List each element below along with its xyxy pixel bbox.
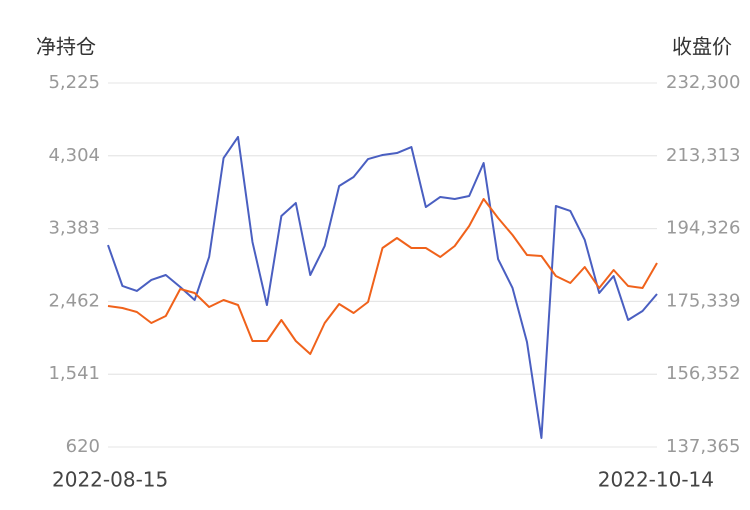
y-tick-label: 1,541	[48, 363, 100, 384]
y-axis-title: 净持仓	[36, 35, 96, 59]
y2-tick-label: 175,339	[666, 290, 740, 311]
x-tick-label: 2022-10-14	[598, 468, 714, 492]
y2-tick-label: 156,352	[666, 363, 740, 384]
y-tick-label: 2,462	[48, 290, 100, 311]
line-series	[107, 135, 658, 439]
y2-tick-label: 194,326	[666, 218, 740, 239]
line-series	[107, 198, 658, 356]
y2-tick-label: 137,365	[666, 436, 740, 457]
x-tick-label: 2022-08-15	[52, 468, 168, 492]
y2-axis-title: 收盘价	[672, 35, 732, 59]
y2-tick-label: 213,313	[666, 145, 740, 166]
y-tick-label: 3,383	[48, 218, 100, 239]
y-tick-label: 5,225	[48, 72, 100, 93]
y-tick-label: 4,304	[48, 145, 100, 166]
y-tick-label: 620	[66, 436, 100, 457]
y2-tick-label: 232,300	[666, 72, 740, 93]
